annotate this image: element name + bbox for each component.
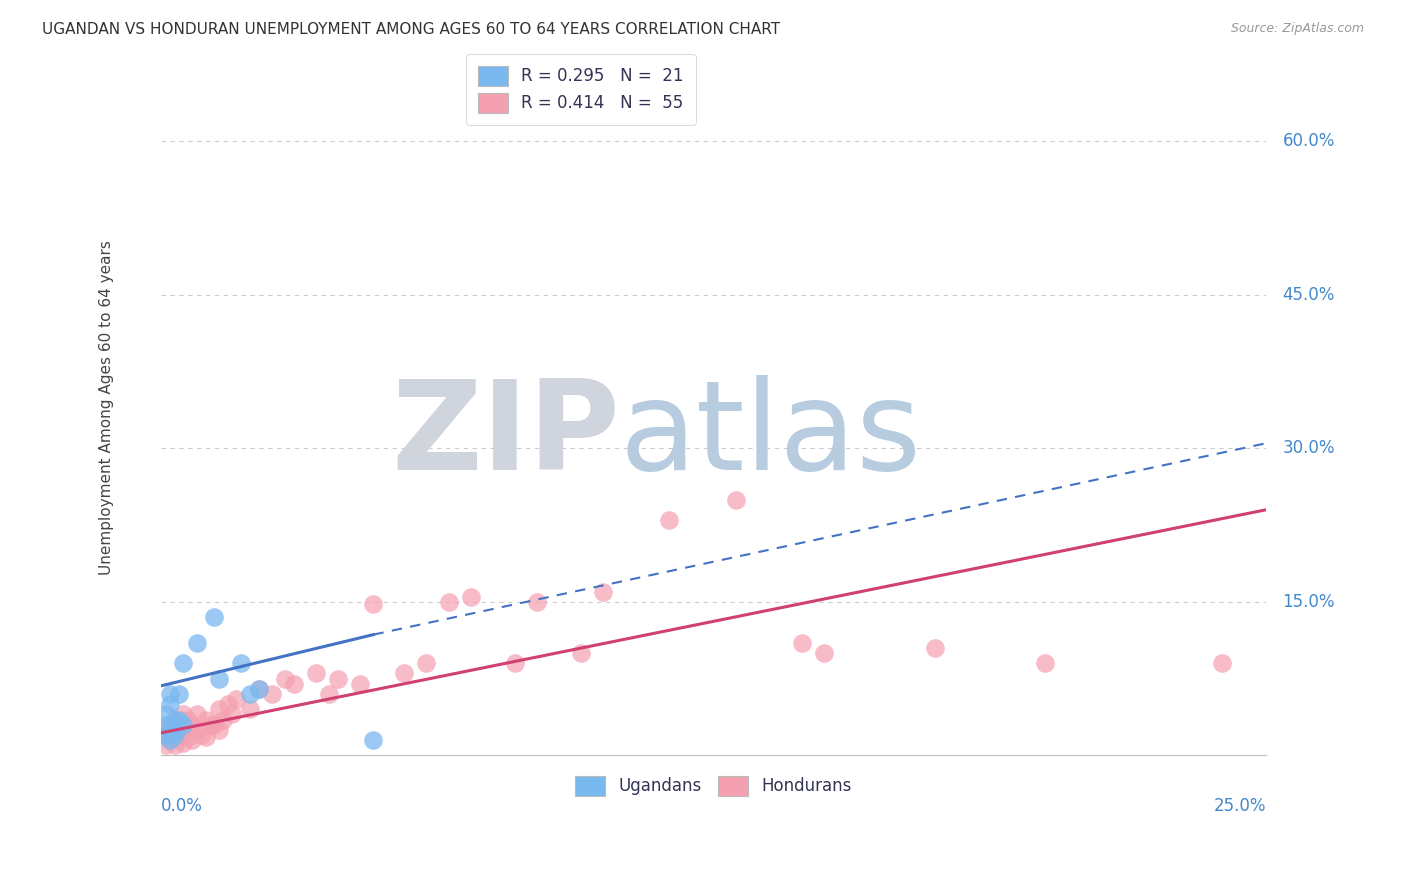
Point	[159, 717, 181, 731]
Text: Unemployment Among Ages 60 to 64 years: Unemployment Among Ages 60 to 64 years	[98, 240, 114, 575]
Point	[172, 707, 194, 722]
Point	[194, 730, 217, 744]
Point	[503, 657, 526, 671]
Point	[526, 595, 548, 609]
Point	[163, 728, 186, 742]
Point	[229, 657, 252, 671]
Point	[247, 681, 270, 696]
Point	[190, 728, 212, 742]
Point	[326, 672, 349, 686]
Point	[159, 733, 181, 747]
Point	[349, 677, 371, 691]
Point	[363, 733, 385, 747]
Point	[247, 681, 270, 696]
Point	[198, 717, 221, 731]
Point	[274, 672, 297, 686]
Text: 60.0%: 60.0%	[1282, 132, 1334, 151]
Point	[186, 707, 208, 722]
Point	[415, 657, 437, 671]
Point	[283, 677, 305, 691]
Point	[221, 707, 243, 722]
Point	[163, 713, 186, 727]
Point	[163, 738, 186, 752]
Point	[186, 723, 208, 737]
Point	[159, 733, 181, 747]
Point	[159, 697, 181, 711]
Point	[592, 584, 614, 599]
Point	[460, 590, 482, 604]
Point	[217, 697, 239, 711]
Point	[194, 713, 217, 727]
Point	[1211, 657, 1233, 671]
Point	[155, 707, 177, 722]
Point	[260, 687, 283, 701]
Point	[172, 736, 194, 750]
Point	[208, 702, 231, 716]
Point	[208, 723, 231, 737]
Point	[181, 733, 204, 747]
Point	[239, 702, 262, 716]
Text: UGANDAN VS HONDURAN UNEMPLOYMENT AMONG AGES 60 TO 64 YEARS CORRELATION CHART: UGANDAN VS HONDURAN UNEMPLOYMENT AMONG A…	[42, 22, 780, 37]
Text: 15.0%: 15.0%	[1282, 593, 1334, 611]
Point	[790, 636, 813, 650]
Legend: Ugandans, Hondurans: Ugandans, Hondurans	[568, 769, 859, 803]
Point	[394, 666, 416, 681]
Point	[186, 636, 208, 650]
Point	[159, 723, 181, 737]
Text: atlas: atlas	[620, 375, 922, 496]
Point	[181, 717, 204, 731]
Point	[172, 717, 194, 731]
Point	[437, 595, 460, 609]
Point	[202, 717, 225, 731]
Point	[239, 687, 262, 701]
Point	[155, 738, 177, 752]
Text: Source: ZipAtlas.com: Source: ZipAtlas.com	[1230, 22, 1364, 36]
Point	[177, 713, 200, 727]
Point	[159, 687, 181, 701]
Point	[172, 726, 194, 740]
Point	[208, 672, 231, 686]
Point	[172, 657, 194, 671]
Point	[167, 717, 190, 731]
Point	[225, 692, 247, 706]
Point	[167, 730, 190, 744]
Text: ZIP: ZIP	[391, 375, 620, 496]
Point	[159, 728, 181, 742]
Point	[813, 646, 835, 660]
Point	[155, 723, 177, 737]
Point	[167, 713, 190, 727]
Point	[155, 728, 177, 742]
Point	[163, 723, 186, 737]
Point	[305, 666, 328, 681]
Text: 25.0%: 25.0%	[1213, 797, 1265, 815]
Point	[167, 687, 190, 701]
Text: 30.0%: 30.0%	[1282, 440, 1334, 458]
Point	[318, 687, 340, 701]
Point	[1033, 657, 1056, 671]
Text: 45.0%: 45.0%	[1282, 286, 1334, 304]
Point	[363, 597, 385, 611]
Point	[658, 513, 681, 527]
Point	[569, 646, 592, 660]
Point	[163, 728, 186, 742]
Point	[924, 640, 946, 655]
Text: 0.0%: 0.0%	[162, 797, 204, 815]
Point	[163, 713, 186, 727]
Point	[202, 610, 225, 624]
Point	[177, 730, 200, 744]
Point	[212, 713, 235, 727]
Point	[724, 492, 747, 507]
Point	[155, 717, 177, 731]
